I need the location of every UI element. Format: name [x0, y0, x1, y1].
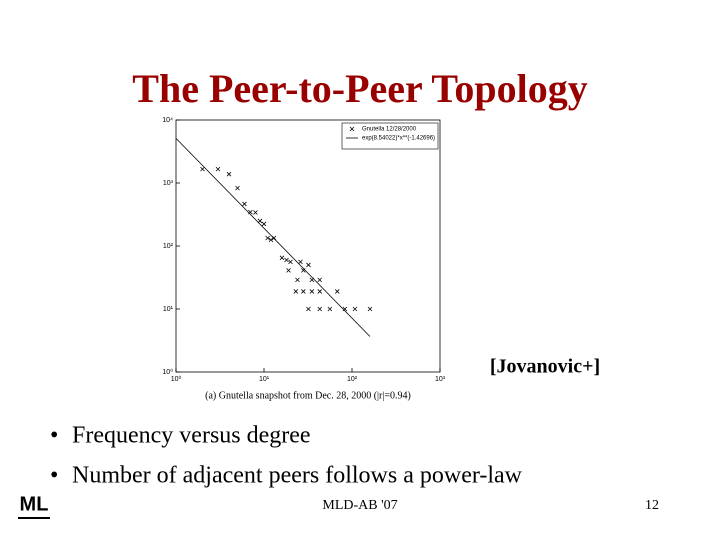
data-point — [293, 289, 299, 294]
citation: [Jovanovic+] — [490, 356, 600, 378]
y-tick-label: 10³ — [163, 180, 174, 187]
data-point — [284, 257, 289, 263]
data-point — [306, 262, 311, 268]
data-point — [298, 259, 303, 265]
data-point — [327, 306, 333, 312]
data-point — [253, 210, 258, 215]
x-tick-label: 10⁰ — [171, 375, 182, 383]
data-point — [215, 166, 221, 172]
data-point — [226, 171, 232, 177]
x-tick-label: 10¹ — [259, 376, 270, 383]
data-point — [317, 289, 323, 294]
bullet-marker: • — [50, 423, 58, 449]
x-tick-label: 10² — [347, 376, 358, 383]
data-point — [286, 268, 291, 273]
logo: ML — [20, 493, 49, 515]
page-number: 12 — [645, 498, 659, 513]
data-point — [200, 166, 205, 172]
data-point — [317, 277, 323, 283]
data-point — [268, 237, 274, 243]
legend-marker — [349, 126, 355, 132]
chart: 10⁰ 10¹ 10² 10³ 10⁰ 10¹ 10² 10³ 10⁴ Gnutella 12/2… — [162, 117, 446, 401]
data-point — [342, 306, 348, 312]
chart-frame — [160, 112, 452, 408]
bullet: Frequency versus degree — [72, 423, 311, 449]
data-point — [309, 289, 315, 294]
data-point — [288, 259, 293, 265]
data-point — [301, 268, 306, 273]
y-tick-label: 10¹ — [163, 306, 174, 313]
data-point — [261, 221, 267, 227]
footer: MLD-AB '07 — [322, 498, 397, 513]
bullet: Number of adjacent peers follows a power… — [72, 463, 523, 489]
data-point — [301, 289, 306, 294]
data-point — [235, 185, 240, 191]
legend-label: exp(8.54022)*x**(-1.42696) — [362, 136, 435, 142]
data-point — [295, 277, 300, 283]
y-tick-label: 10⁴ — [162, 117, 173, 124]
legend-box — [341, 122, 439, 150]
data-point — [367, 306, 373, 312]
data-point — [265, 235, 270, 241]
data-point — [306, 306, 311, 312]
data-point — [334, 289, 340, 294]
y-tick-label: 10² — [163, 243, 174, 250]
data-point — [279, 255, 285, 261]
slide-title: The Peer-to-Peer Topology — [132, 66, 587, 111]
fit-line — [175, 138, 371, 337]
data-point — [242, 201, 247, 207]
data-point — [352, 306, 358, 312]
bullet-marker: • — [50, 463, 58, 489]
data-point — [317, 306, 323, 312]
chart-caption: (a) Gnutella snapshot from Dec. 28, 2000… — [205, 390, 411, 401]
legend-label: Gnutella 12/28/2000 — [362, 127, 417, 133]
x-tick-label: 10³ — [435, 376, 446, 383]
y-tick-label: 10⁰ — [162, 368, 173, 376]
